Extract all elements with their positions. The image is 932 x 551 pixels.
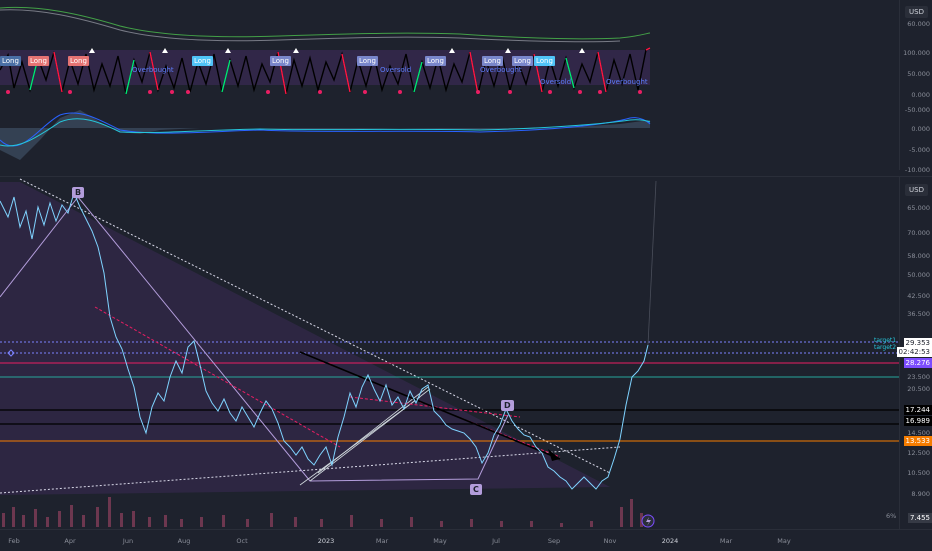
time-label: May (777, 537, 790, 545)
oscillator-plot[interactable]: Overbought Oversold Overbought Overbough… (0, 0, 900, 170)
main-price-axis[interactable]: USD 65.000 70.000 58.000 50.000 42.500 3… (899, 177, 932, 529)
axis-tick: 100.000 (903, 49, 930, 57)
countdown-tag: 02:42:53 (897, 347, 932, 357)
overlay-text-overbought-3: Overbought (606, 78, 648, 86)
signal-long-badge[interactable]: Long (270, 56, 291, 66)
axis-tick: 58.000 (907, 252, 930, 260)
axis-tick: 42.500 (907, 292, 930, 300)
wave-label-b[interactable]: B (72, 187, 84, 198)
axis-tick: 23.500 (907, 373, 930, 381)
overlay-text-oversold-1: Oversold (380, 66, 411, 74)
axis-tick: -10.000 (905, 166, 930, 174)
volume-tag: 7.455 (908, 513, 932, 523)
projection-line (648, 181, 656, 345)
oscillator-pane: Overbought Oversold Overbought Overbough… (0, 0, 932, 170)
axis-tick: 0.000 (911, 91, 930, 99)
axis-tick: 60.000 (907, 20, 930, 28)
axis-tick: 8.900 (911, 490, 930, 498)
overlay-text-oversold-2: Oversold (540, 78, 571, 86)
target-label-2: target2 (874, 344, 896, 351)
signal-long-badge[interactable]: Long (534, 56, 555, 66)
time-label: 2023 (318, 537, 335, 545)
axis-tick: 70.000 (907, 229, 930, 237)
signal-long-badge[interactable]: Long (68, 56, 89, 66)
currency-label[interactable]: USD (905, 6, 928, 18)
signal-long-badge[interactable]: Long (357, 56, 378, 66)
time-label: Aug (178, 537, 191, 545)
time-label: Jul (492, 537, 500, 545)
axis-tick: 50.000 (907, 70, 930, 78)
wave-label-c[interactable]: C (470, 484, 482, 495)
time-label: Nov (604, 537, 617, 545)
time-label: 2024 (662, 537, 679, 545)
oscillator-price-axis[interactable]: USD 60.000 100.000 50.000 0.000 -50.000 … (899, 0, 932, 170)
overlay-text-overbought-2: Overbought (480, 66, 522, 74)
axis-tick: 20.500 (907, 385, 930, 393)
time-axis[interactable]: Feb Apr Jun Aug Oct 2023 Mar May Jul Sep… (0, 529, 932, 551)
overlay-text-overbought-1: Overbought (132, 66, 174, 74)
axis-tick: 50.000 (907, 271, 930, 279)
time-label: Jun (123, 537, 133, 545)
time-label: Feb (8, 537, 20, 545)
signal-long-badge[interactable]: Long (0, 56, 21, 66)
axis-tick: 0.000 (911, 125, 930, 133)
main-chart-svg (0, 177, 900, 529)
level-orange-tag: 13.533 (904, 436, 932, 446)
currency-label[interactable]: USD (905, 184, 928, 196)
signal-long-badge[interactable]: Long (512, 56, 533, 66)
time-label: Apr (64, 537, 75, 545)
time-label: Mar (376, 537, 388, 545)
volume-bars (2, 497, 643, 527)
signal-long-badge[interactable]: Long (425, 56, 446, 66)
axis-tick: 12.500 (907, 449, 930, 457)
time-label: Mar (720, 537, 732, 545)
macd-histogram (0, 110, 650, 160)
level-purple-tag: 28.276 (904, 358, 932, 368)
time-label: May (433, 537, 446, 545)
target-label-1: target1 (874, 337, 896, 344)
wave-label-d[interactable]: D (501, 400, 514, 411)
level-a-tag: 17.244 (904, 405, 932, 415)
main-price-pane: B C D target1 target2 6% USD 65.000 70.0… (0, 177, 932, 529)
signal-long-badge[interactable]: Long (192, 56, 213, 66)
oscillator-svg (0, 0, 900, 170)
signal-dots (6, 90, 642, 94)
signal-long-badge[interactable]: Long (482, 56, 503, 66)
time-label: Sep (548, 537, 560, 545)
axis-tick: 36.500 (907, 310, 930, 318)
main-plot[interactable]: B C D target1 target2 6% (0, 177, 900, 529)
time-label: Oct (236, 537, 247, 545)
axis-tick: -5.000 (909, 146, 930, 154)
signal-line (0, 119, 650, 146)
level-b-tag: 16.989 (904, 416, 932, 426)
signal-long-badge[interactable]: Long (28, 56, 49, 66)
oscillator-grey-line (0, 10, 620, 42)
axis-tick: 65.000 (907, 204, 930, 212)
axis-tick: -50.000 (905, 106, 930, 114)
axis-tick: 10.500 (907, 469, 930, 477)
volume-percent: 6% (886, 512, 896, 520)
